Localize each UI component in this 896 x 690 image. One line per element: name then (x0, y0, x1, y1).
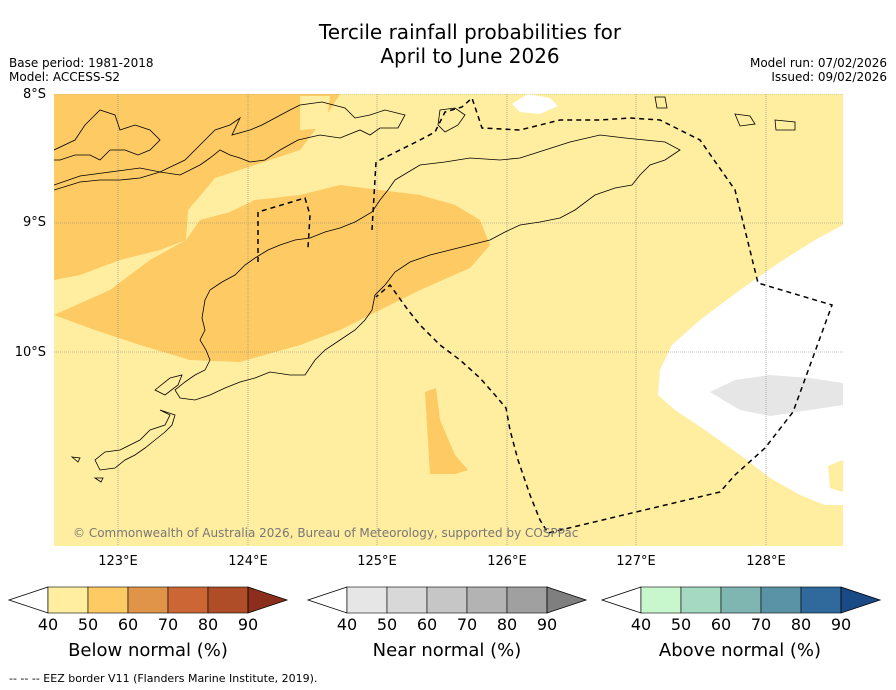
colorbar-segment (640, 586, 682, 614)
colorbar-above (600, 586, 882, 614)
colorbar-segment (506, 586, 548, 614)
colorbar-tick-label: 90 (830, 615, 852, 634)
lat-label-8s: 8°S (22, 87, 46, 102)
lat-label-10s: 10°S (14, 345, 46, 360)
eez-border (257, 96, 833, 534)
colorbar-segment (386, 586, 428, 614)
colorbar-near (306, 586, 588, 614)
colorbar-segment (167, 586, 209, 614)
page-title: Tercile rainfall probabilities for April… (0, 20, 896, 68)
colorbar-tick-label: 80 (496, 615, 518, 634)
lon-label-123e: 123°E (98, 554, 138, 569)
colorbar-below-title: Below normal (%) (68, 640, 228, 661)
colorbar-segment (127, 586, 169, 614)
lon-label-128e: 128°E (746, 554, 786, 569)
colorbar-tick-label: 60 (710, 615, 732, 634)
colorbar-tick-label: 40 (336, 615, 358, 634)
colorbar-max-arrow (840, 586, 882, 614)
region-below-50-west (54, 94, 340, 280)
region-below-50-band (54, 185, 490, 362)
lat-label-9s: 9°S (22, 215, 46, 230)
meta-left: Base period: 1981-2018 Model: ACCESS-S2 (9, 56, 154, 84)
colorbar-tick-label: 90 (237, 615, 259, 634)
colorbar-tick-label: 50 (670, 615, 692, 634)
colorbar-tick-label: 70 (750, 615, 772, 634)
lon-label-124e: 124°E (228, 554, 268, 569)
issued-date: Issued: 09/02/2026 (771, 70, 887, 84)
colorbar-tick-label: 70 (157, 615, 179, 634)
colorbar-tick-label: 60 (117, 615, 139, 634)
colorbar-segment (426, 586, 468, 614)
colorbar-segment (720, 586, 762, 614)
colorbar-segment (680, 586, 722, 614)
meta-right: Model run: 07/02/2026 Issued: 09/02/2026 (750, 56, 887, 84)
lon-label-125e: 125°E (357, 554, 397, 569)
lon-label-126e: 126°E (487, 554, 527, 569)
colorbar-tick-label: 70 (456, 615, 478, 634)
model-run: Model run: 07/02/2026 (749, 56, 887, 70)
colorbar-segment (346, 586, 388, 614)
colorbar-tick-label: 60 (416, 615, 438, 634)
model-name: Model: ACCESS-S2 (9, 70, 121, 84)
region-below-40-patch (300, 96, 330, 130)
lon-label-127e: 127°E (616, 554, 656, 569)
base-period: Base period: 1981-2018 (9, 56, 154, 70)
coastlines (54, 96, 796, 483)
region-near-40 (710, 375, 843, 416)
colorbar-min-arrow (7, 586, 49, 614)
colorbar-segment (466, 586, 508, 614)
colorbar-tick-label: 40 (37, 615, 59, 634)
colorbars (7, 586, 882, 614)
region-white-north (512, 94, 558, 114)
colorbar-segment (800, 586, 842, 614)
colorbar-min-arrow (306, 586, 348, 614)
title-line-2: April to June 2026 (380, 44, 560, 68)
colorbar-min-arrow (600, 586, 642, 614)
colorbar-tick-label: 90 (536, 615, 558, 634)
colorbar-above-title: Above normal (%) (658, 640, 822, 661)
colorbar-near-title: Near normal (%) (372, 640, 522, 661)
colorbar-below (7, 586, 289, 614)
title-line-1: Tercile rainfall probabilities for (318, 20, 622, 44)
colorbar-tick-label: 80 (197, 615, 219, 634)
colorbar-segment (207, 586, 249, 614)
colorbar-tick-label: 50 (77, 615, 99, 634)
copyright-watermark: © Commonwealth of Australia 2026, Bureau… (73, 526, 579, 540)
footnote: -- -- -- EEZ border V11 (Flanders Marine… (9, 672, 318, 685)
colorbar-segment (47, 586, 89, 614)
colorbar-segment (760, 586, 802, 614)
colorbar-max-arrow (247, 586, 289, 614)
colorbar-tick-label: 80 (790, 615, 812, 634)
colorbar-tick-label: 40 (630, 615, 652, 634)
colorbar-tick-label: 50 (376, 615, 398, 634)
colorbar-max-arrow (546, 586, 588, 614)
colorbar-segment (87, 586, 129, 614)
region-below-50-south (425, 388, 468, 474)
region-below-40-island (828, 460, 843, 492)
